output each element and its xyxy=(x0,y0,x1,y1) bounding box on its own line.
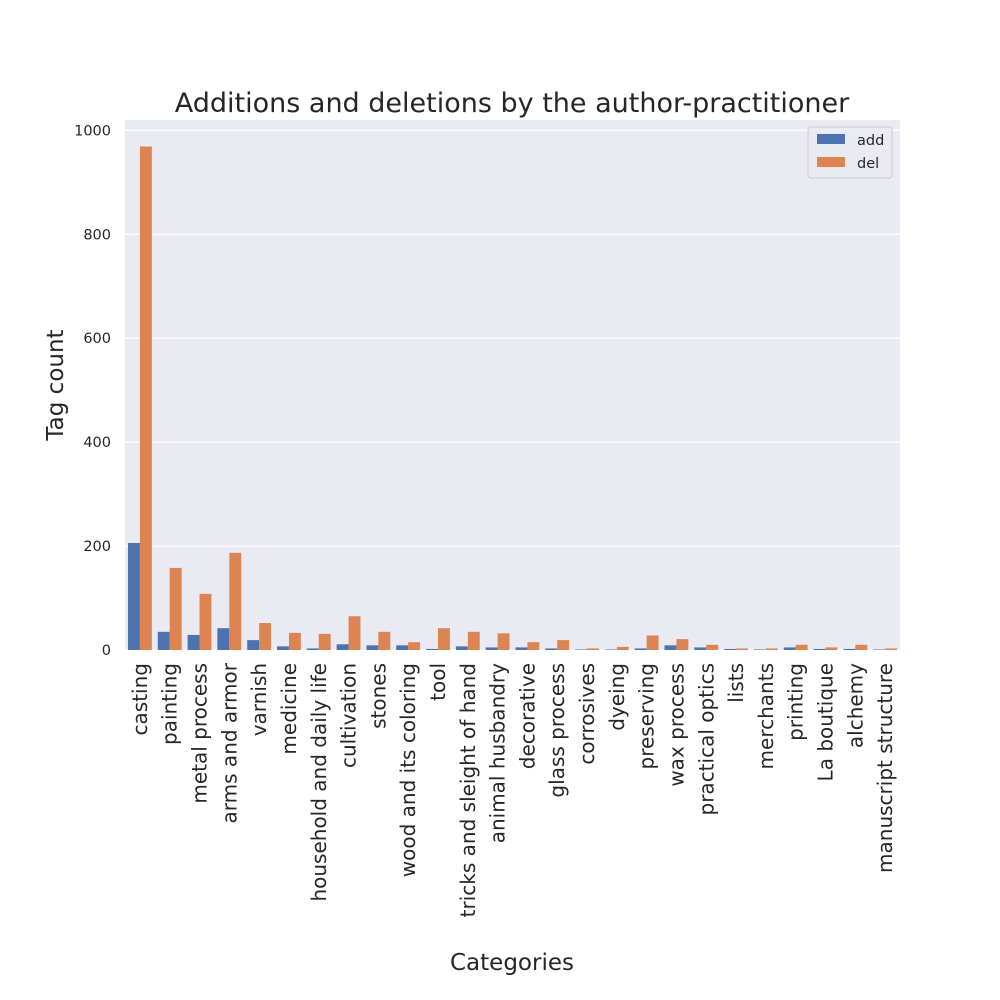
x-tick-label: medicine xyxy=(277,663,301,755)
x-tick-label: preserving xyxy=(635,663,659,770)
bar-add xyxy=(813,648,826,650)
bar-add xyxy=(575,649,588,650)
x-tick-label: arms and armor xyxy=(217,662,241,823)
x-tick-label: casting xyxy=(128,663,152,735)
bar-add xyxy=(753,649,766,650)
bar-add xyxy=(336,644,349,650)
bar-add xyxy=(843,648,856,650)
bar-add xyxy=(277,646,289,650)
bar-del xyxy=(229,552,242,650)
x-tick-label: painting xyxy=(158,663,182,745)
bar-add xyxy=(396,645,409,650)
bar-del xyxy=(736,648,748,650)
x-tick-label: glass process xyxy=(545,663,569,798)
bar-del xyxy=(646,635,659,650)
bar-add xyxy=(187,634,200,650)
bar-del xyxy=(855,644,868,650)
bar-del xyxy=(616,646,629,650)
y-axis-label: Tag count xyxy=(43,329,69,441)
legend-label-add: add xyxy=(857,133,884,149)
x-tick-label: lists xyxy=(724,663,748,703)
x-tick-label: metal process xyxy=(188,663,212,804)
plot-background xyxy=(125,120,900,650)
bar-del xyxy=(437,628,450,650)
bar-add xyxy=(873,649,886,650)
x-tick-label: cultivation xyxy=(337,663,361,768)
x-tick-label: tool xyxy=(426,663,450,701)
bar-del xyxy=(139,146,152,650)
y-tick-labels: 0 200 400 600 800 1000 xyxy=(74,123,111,659)
y-tick-label: 1000 xyxy=(74,123,111,139)
legend-swatch-del xyxy=(817,157,845,167)
x-tick-label: wax process xyxy=(664,663,688,787)
legend: add del xyxy=(807,126,893,179)
bar-add xyxy=(515,647,528,650)
bar-del xyxy=(527,642,540,650)
bar-add xyxy=(157,631,170,650)
x-axis-label: Categories xyxy=(450,950,574,976)
bar-add xyxy=(634,648,647,650)
bar-del xyxy=(169,567,182,650)
x-tick-label: printing xyxy=(784,663,808,741)
bar-add xyxy=(247,640,260,650)
bar-del xyxy=(885,648,898,650)
x-tick-label: stones xyxy=(366,663,390,729)
x-tick-label: varnish xyxy=(247,663,271,736)
x-tick-label: La boutique xyxy=(813,663,837,781)
bar-del xyxy=(587,648,599,650)
legend-label-del: del xyxy=(857,156,879,172)
y-tick-label: 800 xyxy=(83,227,111,243)
x-tick-label: manuscript structure xyxy=(873,663,897,873)
bar-add xyxy=(485,647,498,650)
bar-add xyxy=(217,628,230,650)
bars xyxy=(127,146,898,650)
bar-del xyxy=(557,640,570,650)
x-tick-label: household and daily life xyxy=(307,663,331,902)
bar-del xyxy=(408,642,421,650)
bar-del xyxy=(467,631,480,650)
bar-add xyxy=(783,647,796,650)
legend-swatch-add xyxy=(817,134,845,144)
bar-add xyxy=(604,649,617,650)
y-tick-label: 400 xyxy=(83,435,111,451)
x-tick-label: wood and its coloring xyxy=(396,663,420,877)
bar-del xyxy=(497,633,510,650)
bar-del xyxy=(288,632,301,650)
bar-del xyxy=(318,633,331,650)
bar-del xyxy=(259,622,272,650)
x-tick-label: tricks and sleight of hand xyxy=(456,663,480,917)
bar-del xyxy=(676,639,689,650)
bar-del xyxy=(795,644,808,650)
y-tick-label: 0 xyxy=(102,643,111,659)
bar-add xyxy=(127,542,140,650)
y-tick-label: 200 xyxy=(83,539,111,555)
bar-del xyxy=(825,647,838,650)
y-tick-label: 600 xyxy=(83,331,111,347)
bar-del xyxy=(765,648,778,650)
bar-add xyxy=(455,646,468,650)
x-tick-label: corrosives xyxy=(575,663,599,765)
bar-del xyxy=(199,593,212,650)
x-tick-labels: casting painting metal process arms and arm… xyxy=(128,662,897,917)
bar-del xyxy=(706,644,719,650)
bar-add xyxy=(545,648,558,650)
bar-del xyxy=(348,616,361,650)
bar-add xyxy=(724,648,737,650)
x-tick-label: merchants xyxy=(754,663,778,769)
bar-add xyxy=(426,648,438,650)
bar-add xyxy=(664,645,677,650)
bar-del xyxy=(378,631,391,650)
x-tick-label: alchemy xyxy=(843,663,867,748)
bar-add xyxy=(306,648,319,650)
x-tick-label: practical optics xyxy=(694,663,718,815)
chart-title: Additions and deletions by the author-pr… xyxy=(175,88,850,119)
x-tick-label: dyeing xyxy=(605,663,629,731)
x-tick-label: animal husbandry xyxy=(486,663,510,843)
bar-add xyxy=(694,647,707,650)
bar-add xyxy=(366,645,379,650)
x-tick-label: decorative xyxy=(515,663,539,769)
